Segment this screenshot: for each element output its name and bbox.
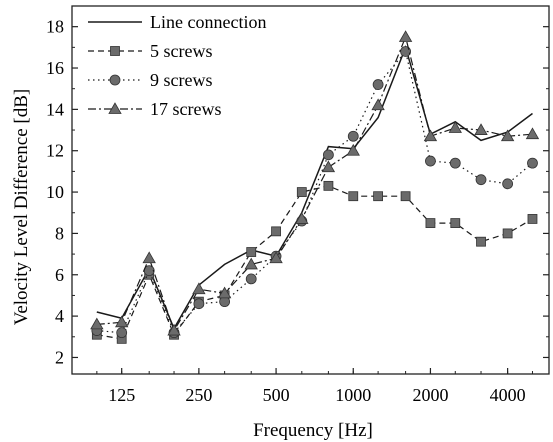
data-point bbox=[269, 251, 283, 264]
legend-marker bbox=[109, 74, 121, 86]
y-tick-label: 18 bbox=[46, 17, 64, 37]
series-4 bbox=[90, 30, 540, 336]
data-point bbox=[115, 315, 129, 328]
data-point bbox=[372, 79, 384, 90]
series-line bbox=[96, 35, 533, 333]
x-tick-label: 4000 bbox=[490, 385, 526, 405]
data-point bbox=[425, 218, 436, 228]
data-point bbox=[295, 212, 309, 224]
data-point bbox=[502, 228, 513, 239]
data-point bbox=[449, 157, 461, 169]
x-tick-label: 250 bbox=[185, 385, 212, 405]
data-point bbox=[323, 149, 334, 161]
legend-label: Line connection bbox=[150, 12, 266, 32]
data-point bbox=[348, 191, 359, 202]
data-point bbox=[500, 129, 515, 142]
y-tick-label: 2 bbox=[55, 347, 64, 367]
data-point bbox=[296, 187, 307, 197]
legend-label: 5 screws bbox=[150, 41, 212, 61]
y-tick-label: 16 bbox=[46, 58, 64, 78]
legend-marker bbox=[110, 46, 120, 56]
legend-label: 9 screws bbox=[150, 70, 212, 90]
data-point bbox=[448, 121, 462, 133]
data-point bbox=[425, 155, 436, 167]
data-point bbox=[527, 214, 538, 224]
series-line bbox=[96, 50, 533, 334]
series-line bbox=[96, 185, 533, 340]
plot-frame bbox=[71, 5, 550, 375]
data-point bbox=[373, 191, 384, 202]
data-point bbox=[525, 127, 540, 140]
data-point bbox=[246, 247, 257, 257]
y-tick-label: 6 bbox=[55, 265, 64, 285]
y-tick-label: 10 bbox=[46, 182, 64, 202]
data-point bbox=[167, 323, 181, 336]
y-tick-label: 8 bbox=[55, 223, 64, 243]
data-point bbox=[193, 298, 205, 310]
data-point bbox=[398, 30, 413, 42]
data-point bbox=[476, 236, 486, 247]
y-tick-label: 12 bbox=[46, 141, 64, 161]
y-tick-label: 14 bbox=[46, 99, 64, 119]
axis-ticks: 2 4 6 8 10 12 14 16 18 125 250 500 1000 2000 4000 bbox=[46, 17, 549, 405]
data-point bbox=[475, 174, 487, 186]
data-point bbox=[90, 317, 104, 330]
data-point bbox=[142, 251, 156, 264]
legend-label: 17 screws bbox=[150, 99, 221, 119]
data-point bbox=[217, 286, 232, 299]
series-line bbox=[96, 44, 533, 331]
x-tick-label: 2000 bbox=[412, 385, 448, 405]
data-point bbox=[116, 327, 128, 339]
series-1 bbox=[96, 44, 533, 331]
legend-marker bbox=[108, 102, 122, 114]
data-point bbox=[244, 257, 258, 270]
data-point bbox=[346, 143, 360, 156]
x-tick-label: 1000 bbox=[335, 385, 371, 405]
series-layer bbox=[90, 30, 540, 344]
plot-border bbox=[71, 5, 550, 375]
data-point bbox=[371, 98, 385, 111]
data-point bbox=[192, 282, 206, 295]
x-axis-label: Frequency [Hz] bbox=[253, 420, 373, 441]
data-point bbox=[423, 129, 438, 142]
data-point bbox=[400, 46, 411, 57]
data-point bbox=[527, 157, 538, 169]
y-axis-label: Velocity Level Difference [dB] bbox=[11, 89, 32, 326]
y-tick-label: 4 bbox=[55, 306, 64, 326]
legend: Line connection 5 screws 9 screws 17 screws bbox=[88, 12, 266, 119]
data-point bbox=[400, 191, 411, 202]
data-point bbox=[271, 226, 281, 237]
series-2 bbox=[91, 180, 538, 344]
data-point bbox=[347, 130, 359, 142]
data-point bbox=[321, 160, 336, 173]
data-point bbox=[450, 218, 461, 228]
x-tick-label: 125 bbox=[108, 385, 135, 405]
data-point bbox=[323, 180, 334, 191]
data-point bbox=[502, 178, 514, 190]
x-tick-label: 500 bbox=[263, 385, 290, 405]
data-point bbox=[474, 123, 488, 135]
series-3 bbox=[91, 46, 538, 339]
data-point bbox=[245, 273, 257, 285]
